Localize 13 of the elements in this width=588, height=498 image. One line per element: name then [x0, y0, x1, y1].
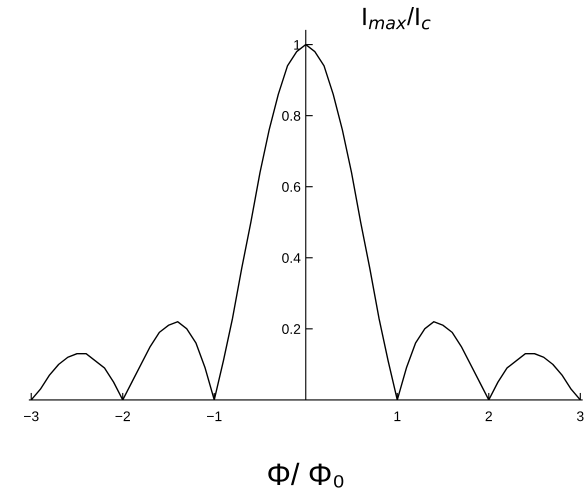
- y-tick-label: 0.2: [282, 324, 300, 334]
- y-tick-label: 0.6: [282, 182, 300, 192]
- x-axis-title: Φ/ Φ₀: [268, 462, 344, 488]
- x-tick-label: 3: [576, 411, 584, 422]
- x-tick-label: −2: [116, 411, 130, 422]
- y-tick-label: 1: [294, 40, 300, 50]
- x-tick-label: −1: [207, 412, 222, 422]
- y-tick-label: 0.8: [282, 110, 300, 121]
- x-tick-label: −3: [24, 411, 39, 422]
- y-axis-title: I$_{max}$/I$_{c}$: [363, 6, 431, 30]
- x-tick-label: 2: [486, 411, 492, 422]
- y-tick-label: 0.4: [282, 253, 300, 263]
- x-tick-label: 1: [394, 412, 400, 422]
